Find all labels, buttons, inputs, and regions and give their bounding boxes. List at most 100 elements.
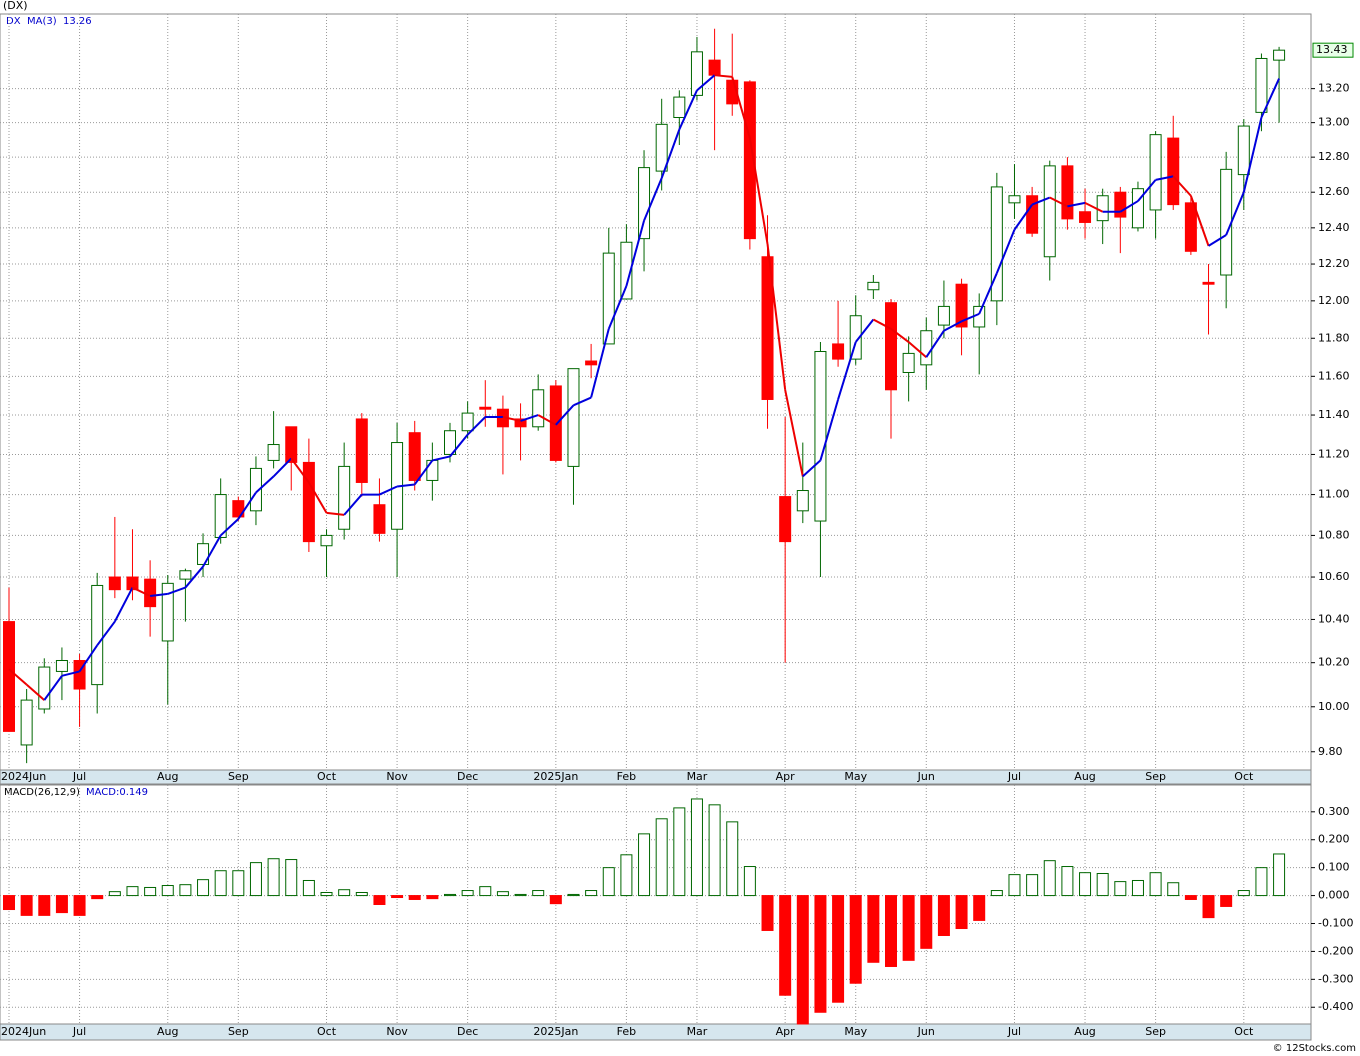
y-tick-label: 13.00 (1318, 116, 1350, 129)
macd-bar (1255, 867, 1268, 897)
ma-segment (625, 220, 646, 287)
candle-body (55, 659, 68, 672)
candle-body (91, 584, 104, 686)
macd-bar (955, 895, 968, 930)
x-tick-label: Feb (617, 770, 636, 783)
ma-segment (802, 459, 822, 478)
macd-bar (1043, 860, 1056, 897)
x-tick-label: 2025Jan (533, 1025, 578, 1038)
ma-segment (466, 416, 486, 436)
macd-bar (444, 893, 456, 897)
ma-segment (731, 76, 751, 139)
candle-body (1008, 195, 1021, 204)
ma-segment (537, 414, 557, 426)
x-tick-label: Sep (1145, 770, 1166, 783)
candle-body (285, 426, 298, 463)
candle-body (1202, 281, 1215, 285)
ma-segment (1119, 200, 1139, 213)
candle-body (1061, 165, 1074, 220)
candle-body (1255, 57, 1268, 113)
ma-segment (1067, 201, 1086, 208)
x-tick-label: Aug (157, 770, 178, 783)
macd-bar (197, 879, 210, 897)
ma-segment (1155, 175, 1174, 181)
candle-body (1114, 191, 1127, 218)
x-tick-label: Apr (776, 770, 796, 783)
candle-body (761, 256, 774, 400)
macd-bar (144, 886, 157, 897)
macd-bar (779, 895, 792, 996)
candle-body (690, 51, 703, 96)
x-tick-label: Aug (1074, 1025, 1095, 1038)
candle-body (426, 459, 439, 481)
candle-body (161, 582, 174, 642)
candle-body (302, 461, 315, 543)
macd-bar (391, 895, 404, 899)
ma-segment (1260, 78, 1280, 118)
candle-body (73, 659, 86, 690)
candle-body (479, 406, 492, 410)
candle-body (885, 302, 897, 391)
macd-title: MACD(26,12,9) (4, 787, 80, 798)
y-tick-label: 11.00 (1318, 488, 1350, 501)
macd-bar (1167, 882, 1180, 897)
macd-bar (867, 895, 880, 963)
macd-bar (638, 833, 651, 897)
ma-segment (590, 328, 610, 398)
ma-segment (219, 518, 240, 537)
ma-segment (607, 285, 628, 330)
macd-bar (514, 893, 527, 897)
y-tick-label: 12.60 (1318, 185, 1350, 198)
macd-bar (832, 895, 845, 1003)
ma-segment (379, 485, 398, 496)
y-tick-label: 10.60 (1318, 570, 1350, 583)
candle-body (1273, 49, 1286, 61)
ma-segment (995, 229, 1016, 274)
ma-segment (113, 587, 134, 623)
macd-bar (1096, 873, 1109, 897)
candle-body (867, 281, 880, 291)
macd-bar (461, 890, 474, 897)
symbol-label: DX (6, 16, 21, 27)
macd-bar (761, 895, 774, 931)
candle-body (638, 167, 651, 240)
y-tick-label: 12.00 (1318, 294, 1350, 307)
footer: © 12Stocks.com (1273, 1043, 1356, 1054)
y-tick-label: -0.300 (1318, 972, 1353, 985)
candle-body (338, 465, 351, 530)
candle-body (620, 241, 633, 300)
ma-segment (237, 491, 257, 520)
x-tick-label: 2025Jan (533, 770, 578, 783)
ma-segment (714, 74, 733, 78)
macd-bar (920, 895, 933, 949)
x-tick-label: Jul (1007, 1025, 1021, 1038)
ma-segment (43, 675, 63, 701)
ma-segment (502, 416, 521, 422)
macd-panel (0, 784, 1312, 1025)
macd-bar (1131, 879, 1144, 897)
macd-bar (585, 890, 598, 897)
ma-segment (1207, 234, 1227, 247)
candle-body (461, 412, 474, 432)
ma-segment (25, 683, 45, 701)
macd-bar (655, 818, 668, 897)
candle-body (108, 576, 121, 591)
x-tick-label: Aug (157, 1025, 178, 1038)
macd-bar (267, 858, 280, 897)
x-tick-label: Sep (1145, 1025, 1166, 1038)
candle-body (3, 621, 15, 732)
ma-segment (1172, 175, 1192, 197)
macd-bar (285, 859, 298, 897)
macd-bar (179, 884, 192, 897)
x-tick-label: Sep (228, 770, 249, 783)
candle-body (514, 418, 527, 428)
macd-bar (1114, 881, 1127, 897)
candle-body (355, 418, 368, 483)
x-tick-label: Nov (386, 1025, 408, 1038)
candle-body (937, 305, 950, 326)
macd-bar (161, 885, 174, 897)
macd-bar (232, 870, 245, 897)
candle-body (1149, 134, 1162, 211)
macd-x-axis (0, 1023, 1312, 1041)
